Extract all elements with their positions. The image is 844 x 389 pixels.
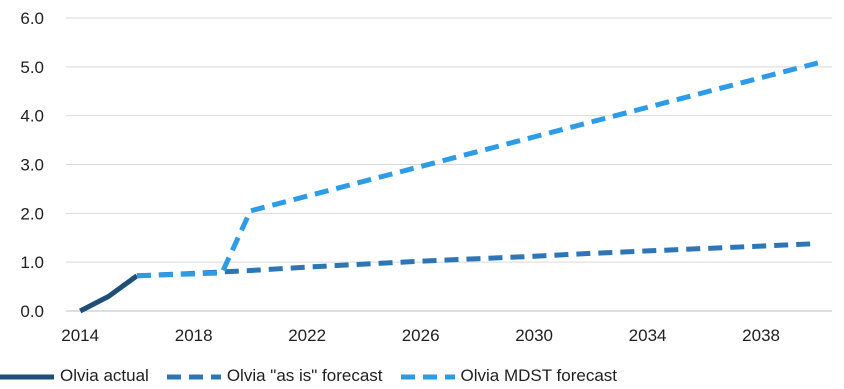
series-lines [79, 60, 819, 314]
series-line-1 [79, 273, 139, 314]
y-tick-label: 5.0 [20, 58, 44, 77]
y-axis-tick-labels: 0.0 1.0 2.0 3.0 4.0 5.0 6.0 [20, 9, 44, 321]
y-tick-label: 3.0 [20, 156, 44, 175]
legend-label: Olvia actual [60, 366, 149, 385]
line-chart: 0.01.02.03.04.05.06.0 2014 2018 2022 2026 20… [20, 9, 832, 345]
legend-item-3: Olvia MDST forecast [400, 366, 618, 386]
legend: Olvia actual Olvia "as is" forecast Olvia … [0, 363, 844, 389]
x-tick-label: 2038 [742, 326, 780, 345]
x-tick-label: 2014 [61, 326, 99, 345]
x-tick-label: 2026 [402, 326, 440, 345]
x-axis-tick-labels: 2014 2018 2022 2026 2030 2034 2038 [61, 326, 780, 345]
x-tick-label: 2034 [629, 326, 667, 345]
legend-label: Olvia "as is" forecast [226, 366, 383, 385]
y-tick-label: 0.0 [20, 302, 44, 321]
series-line-2 [136, 241, 818, 279]
y-tick-label: 2.0 [20, 204, 44, 223]
y-tick-label: 4.0 [20, 107, 44, 126]
y-tick-label: 1.0 [20, 253, 44, 272]
legend-item-1: Olvia actual [0, 366, 149, 386]
series-line-3 [136, 60, 819, 279]
legend-label: Olvia MDST forecast [460, 366, 618, 385]
legend-swatch-icon [166, 374, 221, 380]
legend-swatch-icon [400, 374, 455, 380]
gridlines [66, 17, 832, 312]
x-tick-label: 2030 [515, 326, 553, 345]
legend-item-2: Olvia "as is" forecast [166, 366, 383, 386]
y-tick-label: 6.0 [20, 9, 44, 28]
x-tick-label: 2018 [175, 326, 213, 345]
legend-swatch-icon [0, 374, 54, 380]
x-tick-label: 2022 [288, 326, 326, 345]
